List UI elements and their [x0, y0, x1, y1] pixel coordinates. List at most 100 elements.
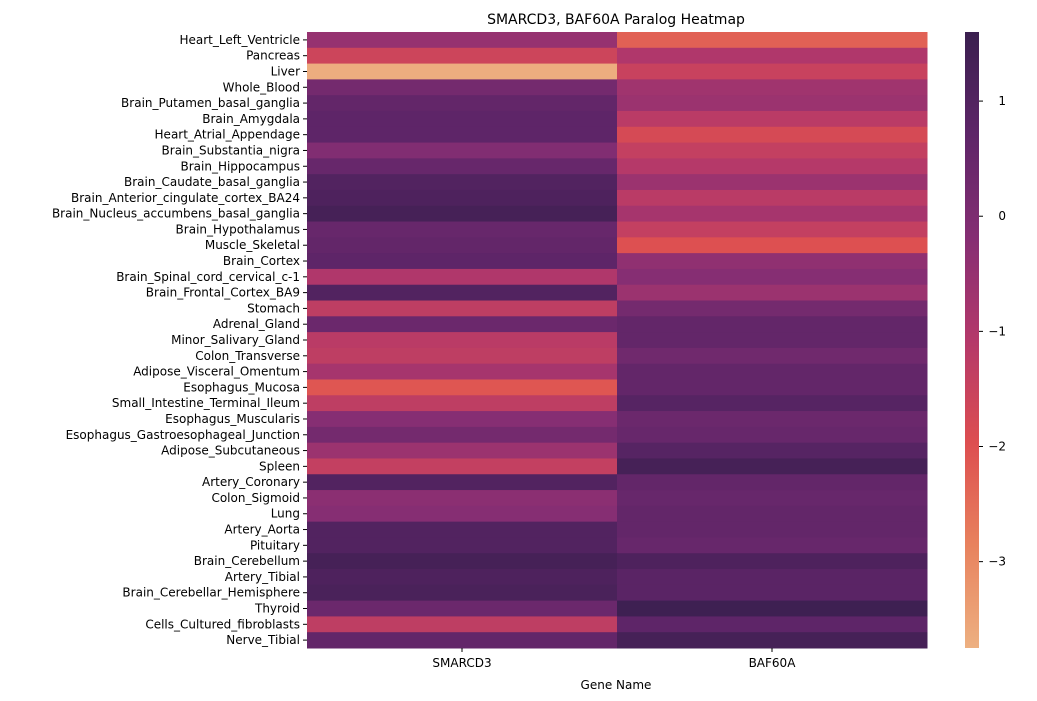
- heatmap-cell: [617, 316, 928, 333]
- heatmap-cell: [307, 600, 618, 617]
- heatmap-cell: [617, 347, 928, 365]
- heatmap-cell: [617, 379, 928, 396]
- heatmap-cell: [307, 221, 618, 238]
- heatmap-cell: [617, 158, 928, 175]
- heatmap-cell: [307, 142, 618, 159]
- heatmap-cell: [617, 189, 928, 207]
- colorbar-tick-label: −1: [988, 324, 1006, 338]
- heatmap-cell: [307, 79, 618, 96]
- heatmap-cell: [307, 126, 618, 144]
- heatmap-cell: [307, 395, 618, 412]
- y-tick-label: Esophagus_Mucosa: [183, 380, 300, 394]
- y-tick-label: Brain_Caudate_basal_ganglia: [124, 175, 300, 189]
- heatmap-cell: [307, 347, 618, 365]
- heatmap-cell: [307, 63, 618, 80]
- y-tick-label: Muscle_Skeletal: [205, 238, 300, 252]
- heatmap-cell: [307, 363, 618, 380]
- heatmap-cell: [307, 189, 618, 207]
- y-tick-label: Brain_Nucleus_accumbens_basal_ganglia: [52, 207, 300, 221]
- x-tick-label: SMARCD3: [432, 656, 491, 670]
- colorbar: 1 0 −1 −2 −3: [965, 32, 1006, 648]
- heatmap-cell: [617, 632, 928, 649]
- heatmap-cell: [617, 537, 928, 554]
- heatmap-cell: [617, 142, 928, 159]
- heatmap-cell: [307, 584, 618, 602]
- heatmap-cell: [617, 490, 928, 507]
- heatmap-cell: [617, 616, 928, 633]
- heatmap-cell: [617, 474, 928, 491]
- heatmap-cell: [617, 174, 928, 191]
- heatmap-cell: [307, 616, 618, 633]
- column-labels: SMARCD3 BAF60A: [432, 648, 796, 670]
- heatmap-cells: [307, 32, 928, 649]
- heatmap-cell: [617, 110, 928, 128]
- heatmap-cell: [307, 490, 618, 507]
- y-tick-label: Thyroid: [254, 602, 300, 616]
- heatmap-cell: [617, 268, 928, 286]
- heatmap-cell: [617, 253, 928, 270]
- y-tick-label: Brain_Hypothalamus: [176, 222, 300, 236]
- y-tick-label: Esophagus_Muscularis: [165, 412, 300, 426]
- y-tick-label: Liver: [271, 64, 301, 78]
- heatmap-cell: [307, 442, 618, 459]
- heatmap-cell: [307, 553, 618, 570]
- y-tick-label: Brain_Cerebellar_Hemisphere: [122, 586, 300, 600]
- y-tick-label: Brain_Cortex: [223, 254, 300, 268]
- heatmap-cell: [307, 205, 618, 223]
- heatmap-cell: [617, 63, 928, 80]
- y-tick-label: Adipose_Visceral_Omentum: [133, 365, 300, 379]
- heatmap-cell: [617, 126, 928, 144]
- heatmap-cell: [307, 253, 618, 270]
- y-tick-label: Brain_Hippocampus: [180, 159, 300, 173]
- y-tick-label: Heart_Atrial_Appendage: [155, 128, 300, 142]
- heatmap-cell: [617, 363, 928, 380]
- heatmap-cell: [307, 632, 618, 649]
- y-tick-label: Whole_Blood: [223, 80, 300, 94]
- heatmap-cell: [307, 426, 618, 444]
- heatmap-cell: [617, 237, 928, 254]
- y-tick-label: Spleen: [259, 459, 300, 473]
- heatmap-cell: [617, 395, 928, 412]
- heatmap-cell: [617, 32, 928, 49]
- y-tick-label: Artery_Tibial: [225, 570, 300, 584]
- y-tick-label: Brain_Putamen_basal_ganglia: [121, 96, 300, 110]
- y-tick-label: Brain_Spinal_cord_cervical_c-1: [116, 270, 300, 284]
- y-tick-label: Heart_Left_Ventricle: [179, 33, 300, 47]
- y-tick-label: Cells_Cultured_fibroblasts: [145, 617, 300, 631]
- heatmap-cell: [617, 569, 928, 586]
- heatmap-cell: [307, 411, 618, 428]
- y-tick-label: Nerve_Tibial: [226, 633, 300, 647]
- heatmap-cell: [617, 600, 928, 617]
- heatmap-cell: [307, 474, 618, 491]
- y-tick-label: Artery_Aorta: [224, 523, 300, 537]
- y-tick-label: Lung: [271, 507, 300, 521]
- heatmap-cell: [307, 95, 618, 112]
- heatmap-cell: [617, 47, 928, 65]
- y-tick-label: Brain_Substantia_nigra: [162, 143, 300, 157]
- heatmap-cell: [617, 205, 928, 223]
- heatmap-cell: [617, 95, 928, 112]
- heatmap-cell: [617, 284, 928, 302]
- y-tick-label: Pancreas: [246, 49, 300, 63]
- y-tick-label: Artery_Coronary: [202, 475, 300, 489]
- heatmap-cell: [617, 300, 928, 317]
- heatmap-cell: [617, 426, 928, 444]
- heatmap-cell: [307, 237, 618, 254]
- heatmap-cell: [307, 284, 618, 302]
- heatmap-cell: [307, 47, 618, 65]
- y-tick-label: Brain_Frontal_Cortex_BA9: [146, 286, 300, 300]
- y-tick-label: Colon_Sigmoid: [211, 491, 300, 505]
- heatmap-cell: [617, 584, 928, 602]
- heatmap-cell: [617, 521, 928, 538]
- colorbar-tick-label: −2: [988, 440, 1006, 454]
- colorbar-tick-label: −3: [988, 555, 1006, 569]
- heatmap-cell: [307, 458, 618, 475]
- heatmap-cell: [617, 442, 928, 459]
- y-tick-label: Adrenal_Gland: [213, 317, 300, 331]
- y-tick-label: Small_Intestine_Terminal_Ileum: [112, 396, 300, 410]
- y-tick-label: Brain_Anterior_cingulate_cortex_BA24: [71, 191, 300, 205]
- x-tick-label: BAF60A: [749, 656, 797, 670]
- heatmap-cell: [617, 505, 928, 523]
